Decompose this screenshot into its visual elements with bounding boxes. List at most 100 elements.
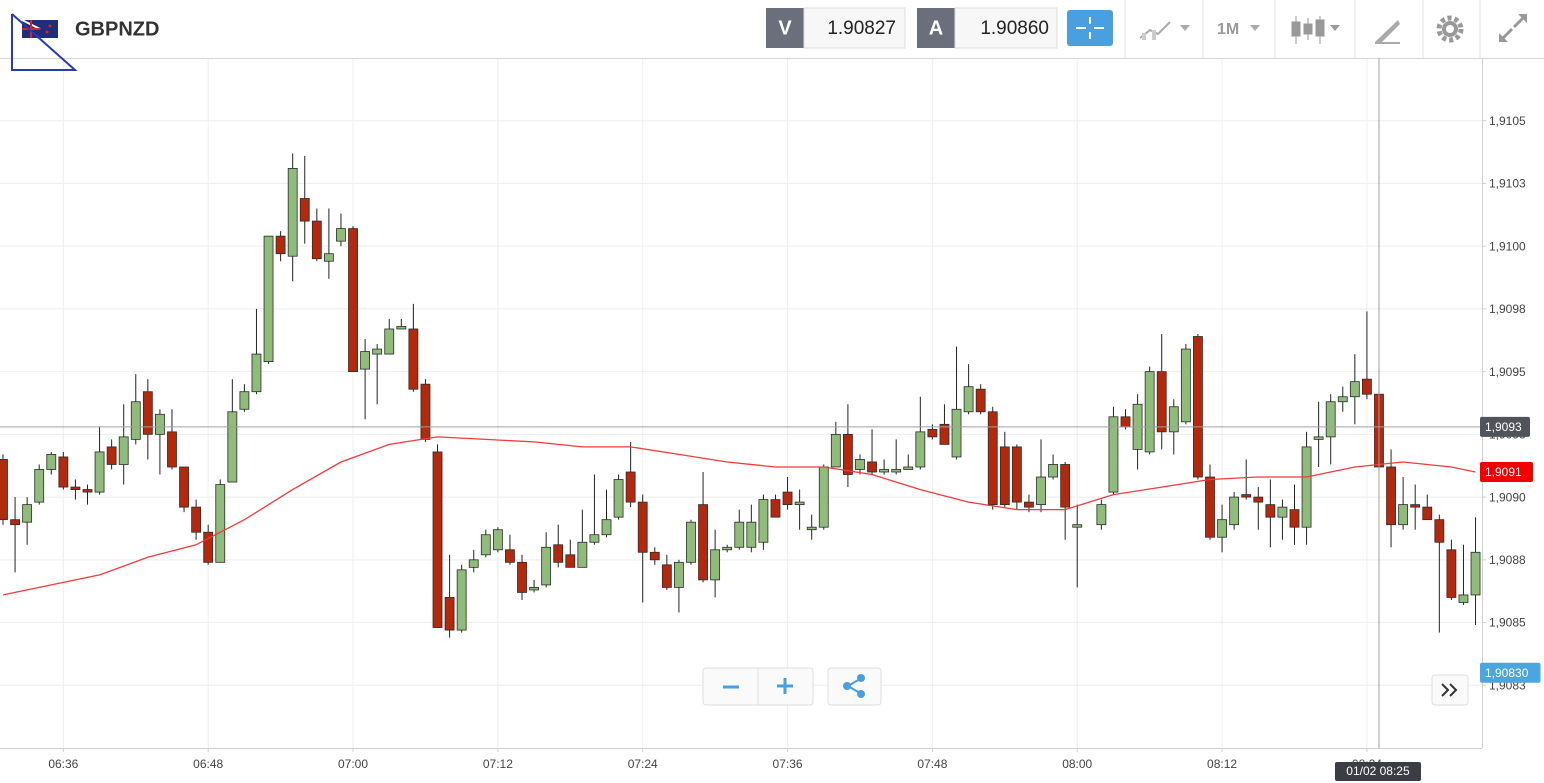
candle-body bbox=[987, 411, 998, 506]
candle-body bbox=[1144, 371, 1155, 453]
candle-body bbox=[396, 326, 407, 330]
candle-body bbox=[830, 433, 841, 468]
candle-body bbox=[70, 486, 81, 490]
crosshair-button[interactable] bbox=[1067, 10, 1113, 46]
y-tick-label: 1,9103 bbox=[1489, 177, 1526, 191]
candle-body bbox=[239, 391, 250, 410]
ask-button[interactable] bbox=[917, 8, 955, 48]
candle-body bbox=[855, 459, 865, 470]
candle-body bbox=[553, 544, 564, 563]
candle-body bbox=[384, 328, 395, 355]
x-tick-label: 06:48 bbox=[193, 757, 223, 771]
settings-button[interactable] bbox=[1436, 15, 1464, 43]
candle-body bbox=[770, 499, 781, 518]
candle-body bbox=[179, 466, 189, 508]
y-tick-label: 1,9090 bbox=[1489, 490, 1526, 504]
candle-body bbox=[686, 521, 696, 563]
candle-body bbox=[698, 504, 708, 581]
price-marker-box bbox=[1480, 462, 1533, 482]
candle-body bbox=[746, 521, 757, 548]
bid-price: 1.90827 bbox=[827, 18, 896, 39]
candle-body bbox=[1217, 519, 1227, 538]
candle-body bbox=[1241, 494, 1252, 498]
candle-body bbox=[601, 519, 612, 536]
zoom-controls[interactable] bbox=[702, 667, 814, 706]
candle-style-button[interactable] bbox=[1291, 16, 1340, 44]
price-marker-box bbox=[1480, 662, 1541, 683]
candle-body bbox=[589, 534, 600, 543]
candle-body bbox=[1470, 551, 1481, 596]
candle-body bbox=[963, 386, 974, 413]
bid-button[interactable] bbox=[766, 8, 804, 48]
candle-body bbox=[432, 451, 443, 628]
candle-body bbox=[1313, 436, 1324, 440]
candle-body bbox=[1325, 401, 1336, 438]
candle-body bbox=[975, 388, 986, 413]
candle-body bbox=[1229, 496, 1240, 526]
crosshair-time-box bbox=[1334, 762, 1421, 781]
bid-label[interactable]: V bbox=[778, 17, 792, 39]
x-tick-label: 07:48 bbox=[917, 757, 947, 771]
candle-body bbox=[758, 499, 769, 543]
candle-body bbox=[505, 549, 515, 563]
x-tick-label: 06:36 bbox=[48, 757, 78, 771]
candle-body bbox=[806, 526, 817, 531]
candle-body bbox=[1108, 416, 1119, 493]
candle-body bbox=[1205, 476, 1215, 538]
candle-body bbox=[1072, 524, 1083, 528]
candle-body bbox=[227, 411, 238, 483]
y-tick-label: 1,9098 bbox=[1489, 302, 1526, 316]
y-tick-label: 1,9100 bbox=[1489, 239, 1526, 253]
candle-body bbox=[287, 167, 298, 257]
candle-body bbox=[927, 428, 938, 438]
candle-body bbox=[1120, 416, 1131, 428]
candle-body bbox=[1301, 446, 1312, 528]
candle-body bbox=[142, 391, 153, 435]
fullscreen-button[interactable] bbox=[1499, 14, 1527, 42]
candle-body bbox=[167, 431, 177, 468]
candle-body bbox=[251, 353, 262, 393]
candle-body bbox=[891, 469, 902, 473]
candle-body bbox=[625, 471, 636, 503]
candle-body bbox=[1156, 371, 1167, 433]
candle-body bbox=[1048, 464, 1058, 478]
draw-tool-button[interactable] bbox=[1375, 20, 1400, 44]
candle-body bbox=[674, 561, 684, 588]
y-tick-label: 1,9088 bbox=[1489, 553, 1526, 567]
candle-body bbox=[106, 446, 117, 465]
share-button[interactable] bbox=[827, 667, 882, 706]
candle-body bbox=[867, 461, 877, 473]
timeframe[interactable]: 1M bbox=[1217, 21, 1239, 38]
candle-body bbox=[517, 561, 527, 593]
candle-body bbox=[903, 466, 914, 470]
candle-body bbox=[34, 469, 45, 503]
moving-average bbox=[2, 436, 1476, 596]
candle-body bbox=[613, 479, 624, 518]
candle-body bbox=[939, 423, 950, 445]
candle-body bbox=[46, 454, 57, 470]
candle-body bbox=[843, 433, 853, 475]
ask-label[interactable]: A bbox=[929, 17, 943, 39]
scroll-to-end-button[interactable] bbox=[1431, 674, 1469, 706]
candle-body bbox=[1398, 504, 1409, 526]
x-tick-label: 07:12 bbox=[483, 757, 513, 771]
candle-body bbox=[468, 559, 479, 568]
crosshair-price-box bbox=[1480, 416, 1530, 437]
candle-body bbox=[710, 549, 721, 581]
candle-body bbox=[1193, 336, 1203, 478]
candle-body bbox=[529, 587, 539, 591]
chart-type-button[interactable] bbox=[1139, 21, 1190, 40]
candle-body bbox=[130, 401, 141, 440]
bid-box bbox=[803, 7, 906, 49]
candle-body bbox=[203, 531, 214, 563]
candle-body bbox=[492, 529, 503, 551]
candle-body bbox=[577, 541, 588, 568]
candle-body bbox=[915, 431, 926, 468]
x-tick-label: 07:24 bbox=[628, 757, 658, 771]
timeframe-caret[interactable] bbox=[1250, 25, 1260, 31]
candle-body bbox=[879, 469, 890, 473]
candle-body bbox=[1446, 549, 1457, 598]
candle-body bbox=[1180, 348, 1191, 423]
candle-body bbox=[782, 491, 793, 506]
